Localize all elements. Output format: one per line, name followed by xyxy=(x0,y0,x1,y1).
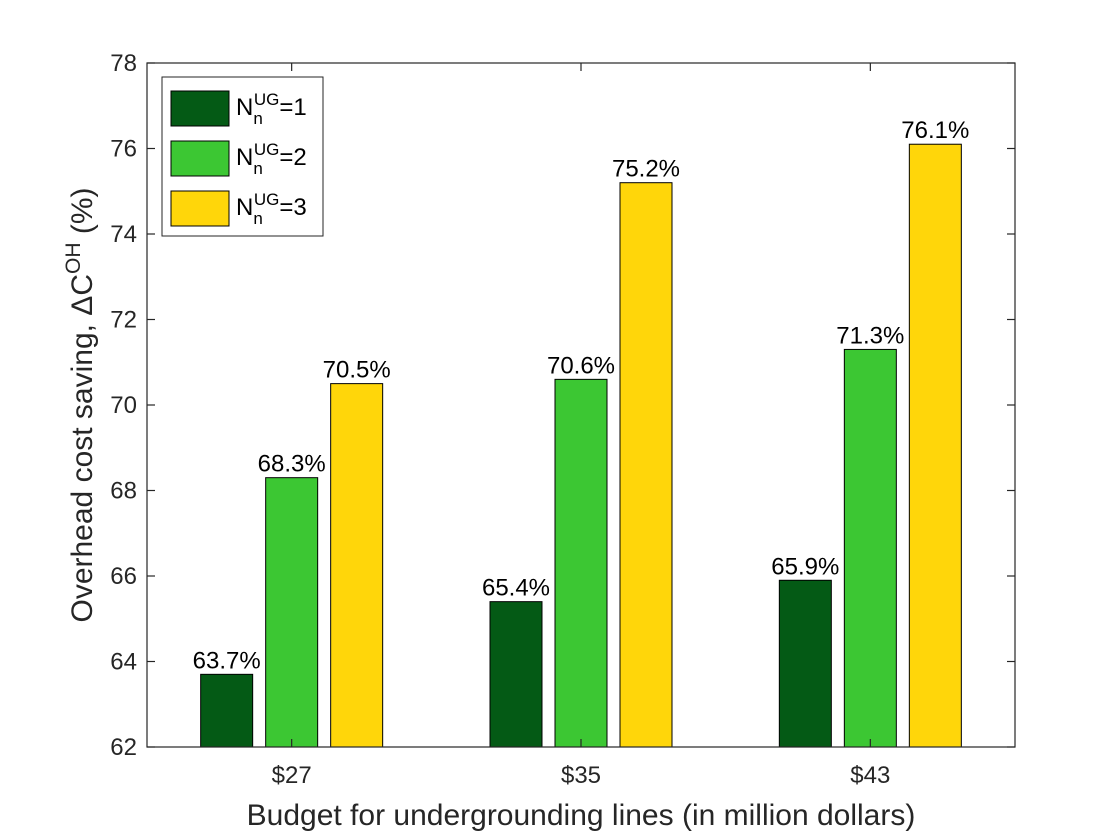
bar xyxy=(265,477,319,748)
y-axis-title-main: Overhead cost saving, ΔC xyxy=(66,274,99,623)
x-axis-title: Budget for undergrounding lines (in mill… xyxy=(247,799,916,832)
x-tick-label: $27 xyxy=(272,762,312,789)
y-tick-label: 78 xyxy=(110,50,137,77)
legend-swatch xyxy=(170,90,230,127)
legend-label: NnUG=2 xyxy=(236,140,307,178)
y-tick-label: 72 xyxy=(110,307,137,334)
data-label: 71.3% xyxy=(836,322,904,349)
data-labels-layer: 63.7% 65.4% 65.9% 68.3% 70.6% 71.3% 70.5% 75.2%… xyxy=(193,117,970,674)
y-tick-label: 70 xyxy=(110,392,137,419)
legend-label: NnUG=3 xyxy=(236,190,307,228)
data-label: 65.9% xyxy=(771,553,839,580)
y-axis-title-unit: (%) xyxy=(66,187,99,242)
bar xyxy=(619,182,673,748)
ticks-layer: 62 64 66 68 70 72 74 76 78 $27 $35 $43 xyxy=(110,50,1015,789)
bars-layer xyxy=(200,143,962,748)
y-tick-label: 66 xyxy=(110,563,137,590)
data-label: 63.7% xyxy=(193,647,261,674)
data-label: 70.6% xyxy=(547,352,615,379)
y-tick-label: 76 xyxy=(110,136,137,163)
y-tick-label: 64 xyxy=(110,649,137,676)
bar xyxy=(554,378,608,748)
bar xyxy=(843,348,897,748)
data-label: 70.5% xyxy=(323,357,391,384)
y-tick-label: 68 xyxy=(110,478,137,505)
y-axis-title: Overhead cost saving, ΔCOH (%) xyxy=(62,187,99,622)
legend-label: NnUG=1 xyxy=(236,90,307,128)
data-label: 75.2% xyxy=(612,156,680,183)
data-label: 68.3% xyxy=(258,451,326,478)
bar xyxy=(908,143,962,748)
legend-swatch xyxy=(170,140,230,177)
bar xyxy=(778,579,832,748)
bar xyxy=(200,673,254,748)
bar xyxy=(330,383,384,748)
bar xyxy=(489,601,543,748)
legend: NnUG=1 NnUG=2 NnUG=3 xyxy=(161,76,324,237)
data-label: 76.1% xyxy=(901,117,969,144)
x-tick-label: $35 xyxy=(561,762,601,789)
data-label: 65.4% xyxy=(482,575,550,602)
y-axis-title-superscript: OH xyxy=(62,242,85,274)
x-tick-label: $43 xyxy=(850,762,890,789)
y-tick-label: 62 xyxy=(110,734,137,761)
legend-swatch xyxy=(170,190,230,227)
y-tick-label: 74 xyxy=(110,221,137,248)
